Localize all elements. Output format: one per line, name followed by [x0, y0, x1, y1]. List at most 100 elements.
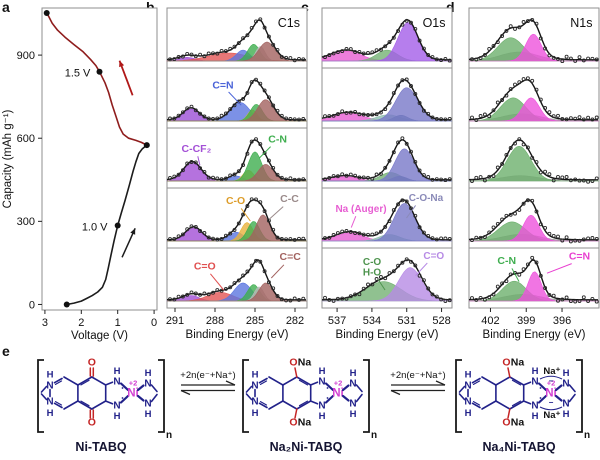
data-point	[474, 235, 479, 240]
data-point	[564, 175, 569, 179]
data-point	[258, 200, 263, 205]
peak-label: C-N	[268, 133, 287, 145]
data-point	[508, 87, 513, 92]
data-point	[301, 57, 306, 62]
data-point	[185, 51, 190, 56]
data-point	[564, 235, 569, 240]
bond	[471, 402, 481, 409]
data-point	[482, 235, 487, 239]
bond	[77, 376, 93, 386]
data-point	[396, 202, 401, 207]
data-point	[223, 111, 228, 116]
data-point	[409, 149, 413, 154]
data-point	[245, 151, 250, 156]
data-point	[525, 145, 530, 150]
data-point	[353, 292, 358, 297]
xps-subpanel: C-CF₂ C-N	[166, 127, 308, 189]
bond	[458, 393, 466, 401]
text-label: N	[46, 397, 53, 408]
structure-name: Na₄Ni-TABQ	[482, 440, 555, 454]
text-label: N	[562, 398, 569, 409]
data-point	[232, 228, 237, 232]
data-point	[353, 50, 358, 54]
reaction-label: +2n(e⁻+Na⁺)	[180, 370, 235, 381]
data-point	[172, 116, 177, 121]
data-point	[297, 117, 301, 122]
text-label: N	[562, 378, 569, 389]
data-point	[323, 295, 327, 300]
data-point	[594, 115, 599, 120]
data-point	[219, 177, 224, 182]
repeat-subscript: n	[166, 430, 172, 441]
data-point	[525, 262, 530, 267]
data-point	[262, 88, 267, 93]
data-point	[409, 84, 413, 88]
data-point	[206, 235, 211, 240]
data-point	[387, 40, 392, 45]
data-point	[439, 117, 444, 122]
data-point	[249, 139, 254, 144]
data-point	[482, 112, 487, 117]
bond	[136, 384, 145, 392]
data-point	[297, 177, 301, 182]
data-point	[560, 175, 565, 180]
text-label: O	[502, 357, 510, 369]
data-point	[421, 108, 426, 113]
data-point	[434, 177, 439, 182]
text-label: −	[549, 398, 554, 407]
data-point	[301, 236, 306, 241]
data-point	[292, 177, 297, 182]
xps-peak	[322, 267, 453, 302]
data-point	[279, 54, 284, 59]
xps-subpanel: O1s	[321, 7, 453, 69]
data-point	[577, 115, 582, 120]
data-point	[391, 35, 396, 40]
bond	[282, 400, 298, 410]
bond	[508, 376, 525, 386]
data-point	[447, 237, 452, 241]
data-point	[383, 107, 388, 112]
bond	[481, 400, 497, 410]
bond	[495, 400, 511, 410]
bond	[324, 394, 335, 404]
data-point	[590, 236, 595, 240]
data-point	[491, 174, 496, 178]
data-point	[564, 54, 569, 59]
data-point	[556, 174, 560, 179]
text-label: 900	[17, 50, 35, 62]
data-point	[417, 225, 422, 230]
peak-label: C-O	[363, 257, 382, 268]
text-label: 399	[517, 315, 535, 327]
bond	[268, 376, 284, 386]
data-point	[292, 58, 297, 63]
data-point	[323, 114, 327, 119]
data-point	[534, 209, 539, 214]
bracket-right	[363, 359, 370, 433]
bond	[136, 394, 145, 402]
data-point	[543, 225, 548, 230]
data-point	[301, 296, 306, 301]
data-point	[258, 259, 263, 264]
data-point	[577, 238, 582, 243]
data-point	[193, 224, 198, 229]
label-leader	[406, 205, 417, 219]
data-point	[215, 288, 220, 293]
data-point	[361, 232, 366, 237]
coordination-arc	[539, 406, 563, 411]
data-point	[297, 297, 301, 302]
repeat-subscript: n	[584, 430, 590, 441]
data-point	[193, 54, 198, 59]
xps-subpanel: Na (Auger) C-O-Na	[321, 187, 453, 249]
text-label: 402	[481, 315, 499, 327]
data-point	[211, 290, 215, 295]
bond	[90, 376, 107, 386]
data-point	[581, 237, 586, 242]
nickel-atom: Ni	[332, 388, 344, 400]
equilibrium-arrow: +2n(e⁻+Na⁺)	[180, 370, 236, 396]
spectrum-title: O1s	[423, 16, 446, 30]
bond	[472, 400, 481, 406]
bond	[53, 402, 63, 409]
data-point	[573, 177, 578, 182]
